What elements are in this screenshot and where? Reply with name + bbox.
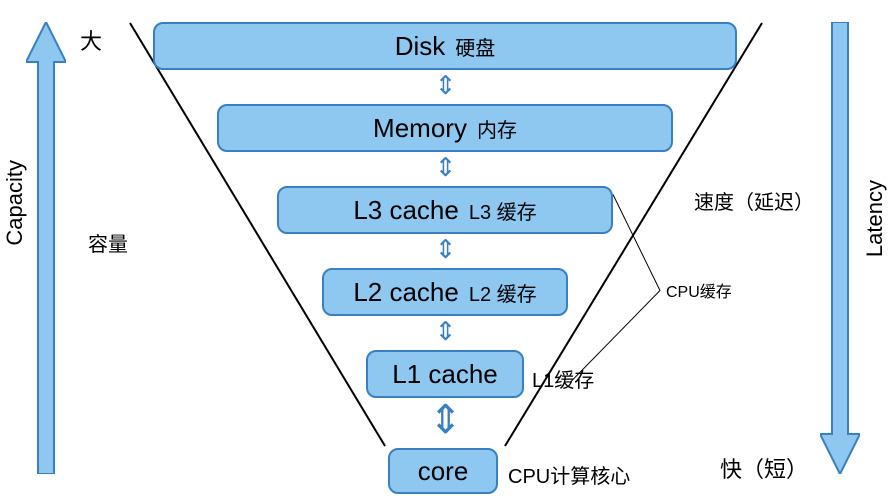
level-disk: Disk 硬盘 <box>153 22 737 70</box>
connector-0: ⇕ <box>435 72 457 98</box>
level-l1-en: L1 cache <box>392 359 498 390</box>
level-memory: Memory 内存 <box>217 104 673 152</box>
capacity-arrow <box>26 22 66 474</box>
latency-bottom-label: 快（短） <box>720 452 808 484</box>
connector-1: ⇕ <box>435 154 457 180</box>
connector-3: ⇕ <box>435 318 457 344</box>
level-disk-en: Disk <box>395 31 446 62</box>
cpu-cache-bracket-upper <box>613 194 661 290</box>
latency-label-en: Latency <box>862 180 888 257</box>
level-disk-cn: 硬盘 <box>455 32 495 61</box>
latency-arrow <box>820 22 860 474</box>
cpu-cache-label: CPU缓存 <box>666 278 732 302</box>
level-l1-cn: L1缓存 <box>532 364 594 393</box>
level-l3-en: L3 cache <box>353 195 459 226</box>
level-l3: L3 cache L3 缓存 <box>277 186 613 234</box>
level-memory-cn: 内存 <box>477 114 517 143</box>
connector-2: ⇕ <box>435 236 457 262</box>
capacity-top-label: 大 <box>80 24 102 56</box>
level-l3-cn: L3 缓存 <box>469 196 537 225</box>
capacity-label-cn: 容量 <box>88 228 128 257</box>
level-l1: L1 cache <box>366 350 524 398</box>
level-core-en: core <box>418 456 469 487</box>
triangle-edge-left <box>129 22 386 446</box>
level-l2-en: L2 cache <box>353 277 459 308</box>
level-l2: L2 cache L2 缓存 <box>322 268 568 316</box>
level-core: core <box>388 448 498 494</box>
memory-hierarchy-diagram: Capacity 容量 大 Latency 速度（延迟） 快（短） CPU缓存 … <box>0 0 891 500</box>
level-memory-en: Memory <box>373 113 467 144</box>
capacity-label-en: Capacity <box>2 160 28 246</box>
level-core-cn: CPU计算核心 <box>508 460 630 489</box>
connector-core: ⇕ <box>429 400 463 440</box>
level-l2-cn: L2 缓存 <box>469 278 537 307</box>
latency-label-cn: 速度（延迟） <box>694 186 814 215</box>
